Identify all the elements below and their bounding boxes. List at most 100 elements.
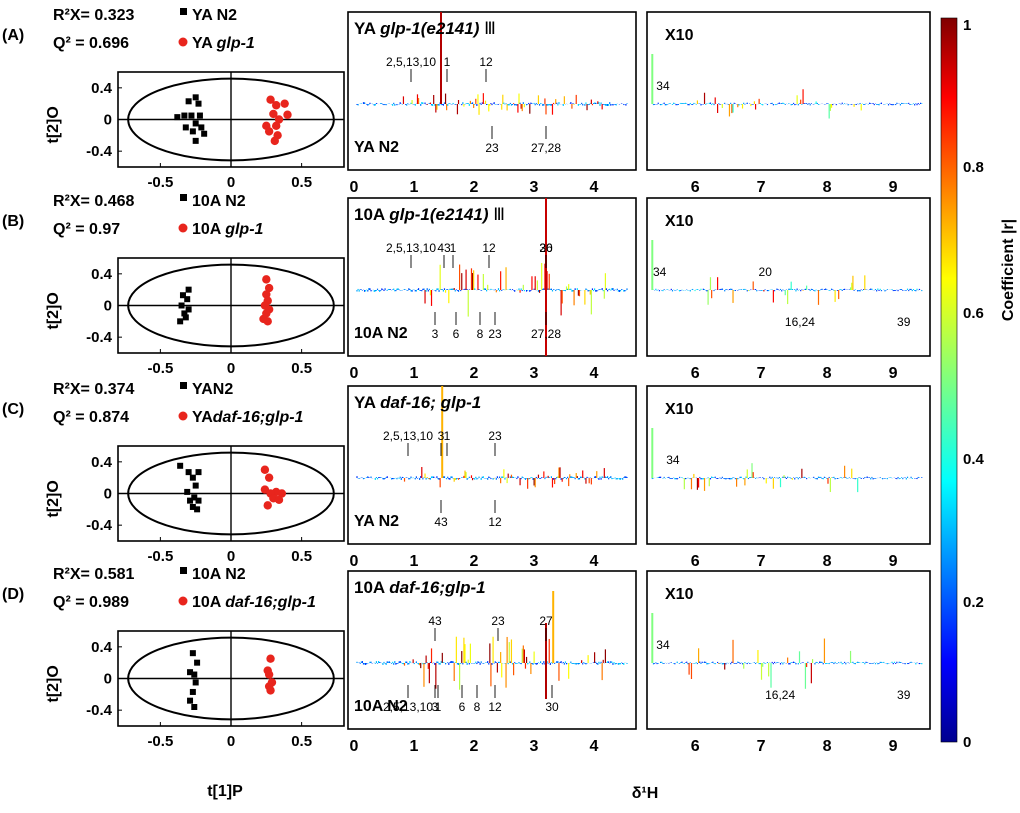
pca-xtick: 0.5 (291, 174, 312, 191)
scatter-point-n2 (187, 697, 194, 704)
nmr-xtick: 0 (350, 179, 359, 196)
peak-label: 39 (897, 315, 911, 329)
pca-ylabel: t[2]O (45, 292, 62, 329)
nmr-xtick: 8 (823, 365, 832, 382)
legend-red-prefix: YA (192, 409, 213, 426)
scatter-point-n2 (198, 124, 205, 131)
nmr-xtick: 8 (823, 553, 832, 570)
peak-label: 23 (491, 614, 505, 628)
hotelling-ellipse (127, 263, 335, 348)
panel-rows: (A) R²X= 0.323 Q² = 0.696 YA N2 YA glp-1 t[2]… (2, 7, 931, 755)
nmr-bottom-label: YA N2 (354, 139, 399, 156)
scatter-point-n2 (191, 671, 198, 678)
scatter-point-n2 (187, 669, 194, 676)
peak-label: 30 (545, 700, 559, 714)
r2x-value: R²X= 0.374 (53, 381, 134, 398)
pca-scores-plot: t[2]O 0.4 0 -0.4 -0.5 0 0.5 (45, 257, 345, 377)
pca-ylabel: t[2]O (45, 106, 62, 143)
panel-tag: (D) (2, 586, 24, 603)
peak-label: 8 (474, 700, 481, 714)
peak-label: 34 (653, 265, 667, 279)
nmr-bottom-label: YA N2 (354, 513, 399, 530)
peak-label: 2,5,13,10 (386, 241, 436, 255)
legend-red-italic: glp-1 (216, 35, 255, 52)
nmr-xtick: 6 (691, 179, 700, 196)
peak-label: 12 (488, 515, 502, 529)
nmr-bottom-label: 10A N2 (354, 698, 408, 715)
nmr-xtick: 6 (691, 738, 700, 755)
colorbar-tick: 1 (963, 17, 971, 34)
scatter-point-n2 (185, 286, 192, 293)
scatter-point-n2 (195, 497, 202, 504)
nmr-spectrum-trace (356, 591, 923, 699)
scatter-point-n2 (185, 98, 192, 105)
colorbar-ticks: 0 0.2 0.4 0.6 0.8 1 (963, 17, 985, 751)
nmr-xtick: 6 (691, 553, 700, 570)
peak-label: 43 (434, 515, 448, 529)
pca-ytick: -0.4 (86, 143, 113, 160)
nmr-xtick: 6 (691, 365, 700, 382)
scatter-point-mutant (274, 495, 284, 505)
nmr-spectrum-trace (356, 198, 923, 356)
colorbar-tick: 0.2 (963, 594, 984, 611)
peak-label: 23 (488, 429, 502, 443)
legend-red-prefix: YA (192, 35, 217, 52)
pca-xtick: -0.5 (147, 360, 173, 377)
scatter-point-n2 (179, 292, 186, 299)
peak-label: 1 (444, 55, 451, 69)
nmr-title-italic: glp-1(e2141) (388, 205, 489, 224)
scatter-point-n2 (195, 469, 202, 476)
peak-label: 1 (435, 700, 442, 714)
peak-label: 3 (432, 327, 439, 341)
pca-xtick: 0.5 (291, 548, 312, 565)
nmr-xtick: 1 (410, 738, 419, 755)
scatter-point-n2 (181, 112, 188, 119)
scatter-point-n2 (192, 679, 199, 686)
legend-red-label: 10A glp-1 (192, 221, 264, 238)
peak-label: 43 (437, 241, 451, 255)
nmr-xtick: 7 (757, 179, 766, 196)
nmr-title: 10A glp-1(e2141) Ⅲ (354, 205, 505, 224)
pca-ytick: -0.4 (86, 517, 113, 534)
peak-label: 3 (438, 429, 445, 443)
nmr-title-prefix: 10A (354, 205, 389, 224)
q2-value: Q² = 0.97 (53, 221, 120, 238)
pca-x-axis-title: t[1]P (207, 783, 243, 800)
nmr-bottom-label: 10A N2 (354, 325, 408, 342)
nmr-xtick: 3 (530, 738, 539, 755)
nmr-title-prefix: 10A (354, 578, 389, 597)
nmr-xtick: 8 (823, 179, 832, 196)
panel-tag: (A) (2, 27, 24, 44)
legend-black-label: 10A N2 (192, 566, 246, 583)
scatter-point-mutant (264, 283, 274, 293)
scatter-point-mutant (266, 95, 275, 104)
scatter-point-n2 (181, 310, 188, 317)
pca-ytick: -0.4 (86, 702, 113, 719)
legend-red-marker (178, 411, 188, 421)
legend-red-italic: daf-16;glp-1 (225, 594, 316, 611)
nmr-xtick: 0 (350, 365, 359, 382)
nmr-title-prefix: YA (354, 19, 380, 38)
peak-label: 27 (539, 614, 553, 628)
peak-label: 12 (479, 55, 493, 69)
hotelling-ellipse (127, 636, 335, 721)
nmr-right-frame (646, 570, 931, 730)
scatter-point-n2 (177, 462, 184, 469)
legend-red-prefix: 10A (192, 594, 225, 611)
peak-label: 43 (428, 614, 442, 628)
scatter-point-mutant (270, 136, 279, 146)
r2x-value: R²X= 0.581 (53, 566, 134, 583)
panel-tag: (C) (2, 401, 24, 418)
pca-ytick: -0.4 (86, 329, 113, 346)
scatter-point-n2 (178, 302, 185, 309)
scatter-point-n2 (184, 296, 191, 303)
scatter-point-mutant (263, 501, 272, 510)
peak-label: 3 (432, 700, 439, 714)
pca-xtick: 0 (227, 733, 235, 750)
scatter-point-mutant (262, 290, 271, 299)
pca-scores-plot: t[2]O 0.4 0 -0.4 -0.5 0 0.5 (45, 71, 345, 191)
nmr-loading-plot: YA glp-1(e2141) Ⅲ YA N2 X10 2,5,13,10 1 12 23 2… (347, 11, 931, 171)
nmr-title-suffix: Ⅲ (479, 19, 495, 38)
nmr-xtick: 2 (470, 553, 479, 570)
panel-row-b: (B) R²X= 0.468 Q² = 0.97 10A N2 10A glp-1 t[2… (2, 193, 931, 382)
